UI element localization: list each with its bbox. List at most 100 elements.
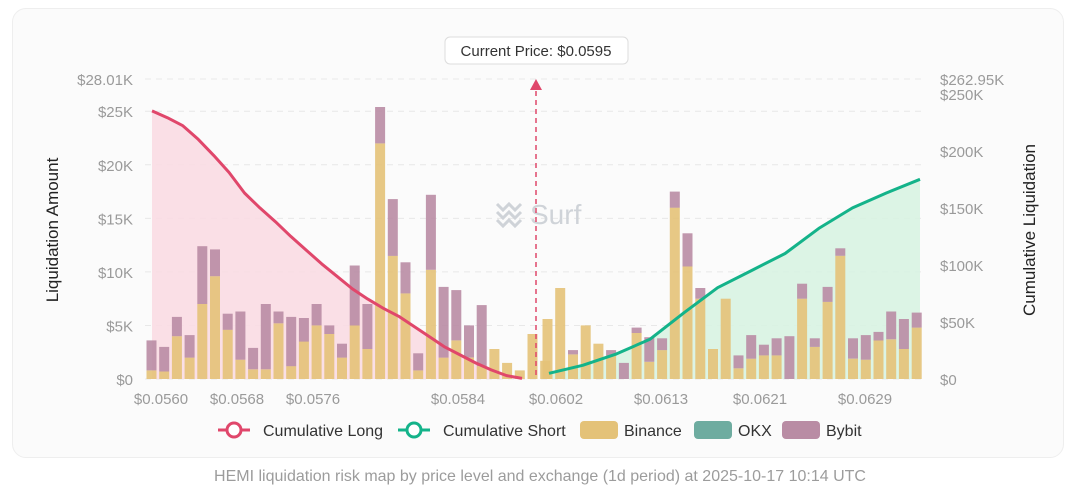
short-bar-binance: [848, 358, 858, 379]
short-bar-bybit: [695, 288, 706, 299]
legend-bybit-swatch: [782, 421, 820, 439]
cumulative-short-line: [548, 177, 921, 375]
short-bar-binance: [555, 288, 566, 379]
long-bar-bybit: [146, 340, 157, 371]
x-tick-label: $0.0576: [286, 391, 340, 408]
long-bar-binance: [464, 357, 474, 379]
short-bar-binance: [835, 255, 846, 379]
cumulative-lines: [151, 109, 921, 380]
y-tick-label: $10K: [98, 265, 133, 282]
long-bar-bybit: [337, 343, 347, 358]
y2-axis-title: Cumulative Liquidation: [1020, 144, 1039, 316]
short-bar-bybit: [809, 338, 820, 347]
x-tick-label: $0.0629: [838, 391, 892, 408]
short-bar-bybit: [631, 327, 642, 333]
short-bar-bybit: [822, 286, 833, 302]
y2-tick-label: $250K: [940, 87, 983, 104]
short-bar-bybit: [618, 362, 629, 379]
short-bar-binance: [911, 327, 922, 379]
short-bar-bybit: [682, 233, 693, 267]
long-bar-binance: [527, 334, 538, 379]
x-tick-label: $0.0613: [634, 391, 688, 408]
short-bar-binance: [708, 349, 718, 379]
long-bar-binance: [298, 341, 309, 379]
legend-okx-label: OKX: [738, 423, 772, 440]
short-bar-binance: [720, 298, 731, 379]
current-price-box: [444, 36, 629, 65]
long-bar-bybit: [159, 346, 170, 372]
short-bar-bybit: [568, 350, 578, 355]
long-bar-binance: [210, 276, 220, 379]
long-bar-bybit: [324, 325, 335, 334]
long-bar-binance: [387, 255, 398, 379]
legend-okx-swatch: [694, 421, 732, 439]
short-bar-binance: [797, 298, 808, 379]
short-bar-binance: [580, 325, 591, 379]
long-bar-binance: [413, 370, 424, 379]
short-bar-bybit: [848, 338, 858, 359]
legend-binance[interactable]: Binance: [580, 421, 682, 440]
y2-tick-label: $150K: [940, 201, 983, 218]
legend-binance-swatch: [580, 421, 618, 439]
long-bar-bybit: [222, 313, 233, 330]
x-tick-label: $0.0568: [210, 391, 264, 408]
long-bar-bybit: [413, 353, 424, 371]
short-bar-binance: [669, 207, 680, 379]
short-bar-bybit: [898, 319, 909, 349]
y2-tick-label: $0: [940, 372, 957, 389]
long-bar-binance: [438, 357, 449, 379]
y2-tick-label: $100K: [940, 258, 983, 275]
legend-bybit[interactable]: Bybit: [782, 421, 862, 440]
short-bar-bybit: [784, 336, 795, 379]
long-bar-binance: [476, 366, 487, 379]
x-tick-label: $0.0621: [733, 391, 787, 408]
legend-okx[interactable]: OKX: [694, 421, 772, 440]
y-tick-label: $0: [116, 372, 133, 389]
legend-long-label: Cumulative Long: [263, 423, 383, 440]
short-bar-binance: [860, 359, 871, 379]
long-bar-bybit: [210, 249, 220, 277]
bars: [146, 107, 922, 379]
long-bar-bybit: [286, 316, 297, 367]
long-bar-bybit: [387, 199, 398, 256]
long-bar-bybit: [362, 304, 373, 349]
x-tick-label: $0.0560: [134, 391, 188, 408]
long-bar-binance: [222, 329, 233, 379]
y-tick-label: $15K: [98, 211, 133, 228]
long-bar-binance: [311, 325, 322, 379]
short-bar-bybit: [733, 355, 744, 369]
long-bar-bybit: [235, 311, 246, 360]
legend-cumulative-long[interactable]: Cumulative Long: [218, 421, 383, 440]
short-bar-bybit: [606, 350, 617, 356]
long-bar-bybit: [451, 290, 462, 341]
legend-cumulative-short[interactable]: Cumulative Short: [398, 421, 566, 440]
long-bar-binance: [451, 340, 462, 379]
long-bar-bybit: [476, 305, 487, 367]
long-bar-binance: [324, 334, 335, 379]
short-bar-bybit: [886, 311, 897, 340]
long-bar-bybit: [400, 262, 411, 294]
long-bar-bybit: [184, 335, 195, 358]
y2-tick-label: $50K: [940, 315, 975, 332]
y2-tick-label: $200K: [940, 144, 983, 161]
short-bar-bybit: [644, 337, 655, 362]
long-bar-bybit: [171, 316, 182, 337]
long-bar-bybit: [298, 318, 309, 342]
short-bar-bybit: [911, 312, 922, 328]
long-bar-bybit: [248, 347, 259, 370]
long-bar-binance: [400, 293, 411, 379]
long-bar-bybit: [349, 265, 360, 326]
long-bar-bybit: [375, 107, 386, 144]
short-bar-binance: [682, 266, 693, 379]
long-bar-binance: [375, 143, 386, 379]
long-bar-binance: [349, 325, 360, 379]
long-bar-binance: [489, 349, 500, 379]
long-bar-binance: [260, 369, 271, 379]
long-bar-bybit: [311, 304, 322, 326]
short-bar-bybit: [746, 335, 757, 359]
y-axis-title: Liquidation Amount: [43, 157, 62, 302]
short-bar-binance: [542, 319, 553, 379]
legend-short-marker-icon: [405, 421, 423, 439]
short-bar-binance: [606, 355, 617, 379]
